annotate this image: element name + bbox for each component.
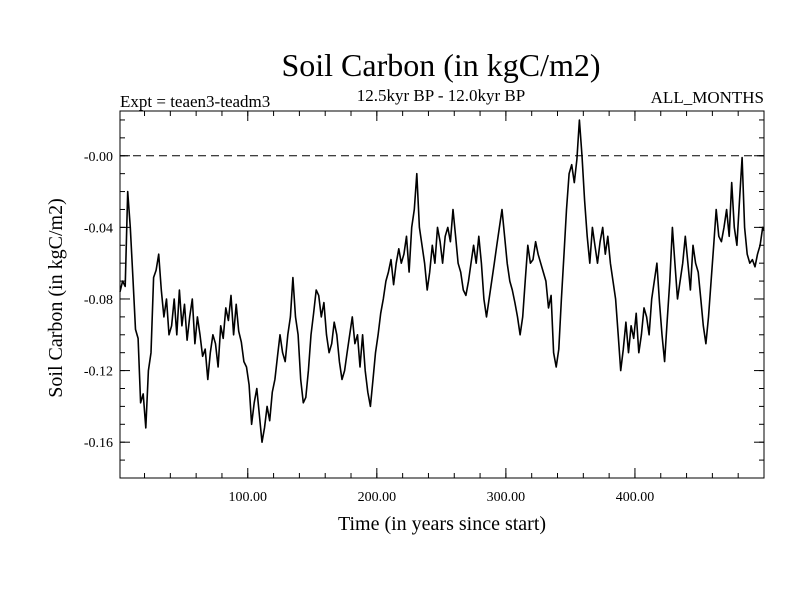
x-tick-label: 300.00 (487, 490, 526, 505)
x-axis-label: Time (in years since start) (338, 513, 546, 535)
y-tick-label: -0.16 (84, 436, 113, 451)
months-label: ALL_MONTHS (651, 88, 764, 107)
y-tick-label: -0.04 (84, 221, 113, 236)
x-tick-label: 100.00 (229, 490, 268, 505)
chart-title: Soil Carbon (in kgC/m2) (281, 47, 600, 83)
y-tick-label: -0.12 (84, 365, 113, 380)
x-axis-ticks: 100.00 200.00 300.00 400.00 (229, 111, 655, 505)
y-tick-label: -0.00 (84, 150, 113, 165)
y-axis-label: Soil Carbon (in kgC/m2) (45, 198, 67, 397)
x-tick-label: 400.00 (616, 490, 655, 505)
x-tick-label: 200.00 (358, 490, 397, 505)
experiment-label: Expt = teaen3-teadm3 (120, 92, 270, 111)
y-tick-label: -0.08 (84, 293, 113, 308)
plot-frame (119, 110, 765, 479)
soil-carbon-series-line (119, 119, 765, 443)
time-period-label: 12.5kyr BP - 12.0kyr BP (357, 86, 525, 105)
minor-ticks (120, 111, 765, 479)
y-axis-ticks: -0.00 -0.04 -0.08 -0.12 -0.16 (84, 150, 764, 451)
